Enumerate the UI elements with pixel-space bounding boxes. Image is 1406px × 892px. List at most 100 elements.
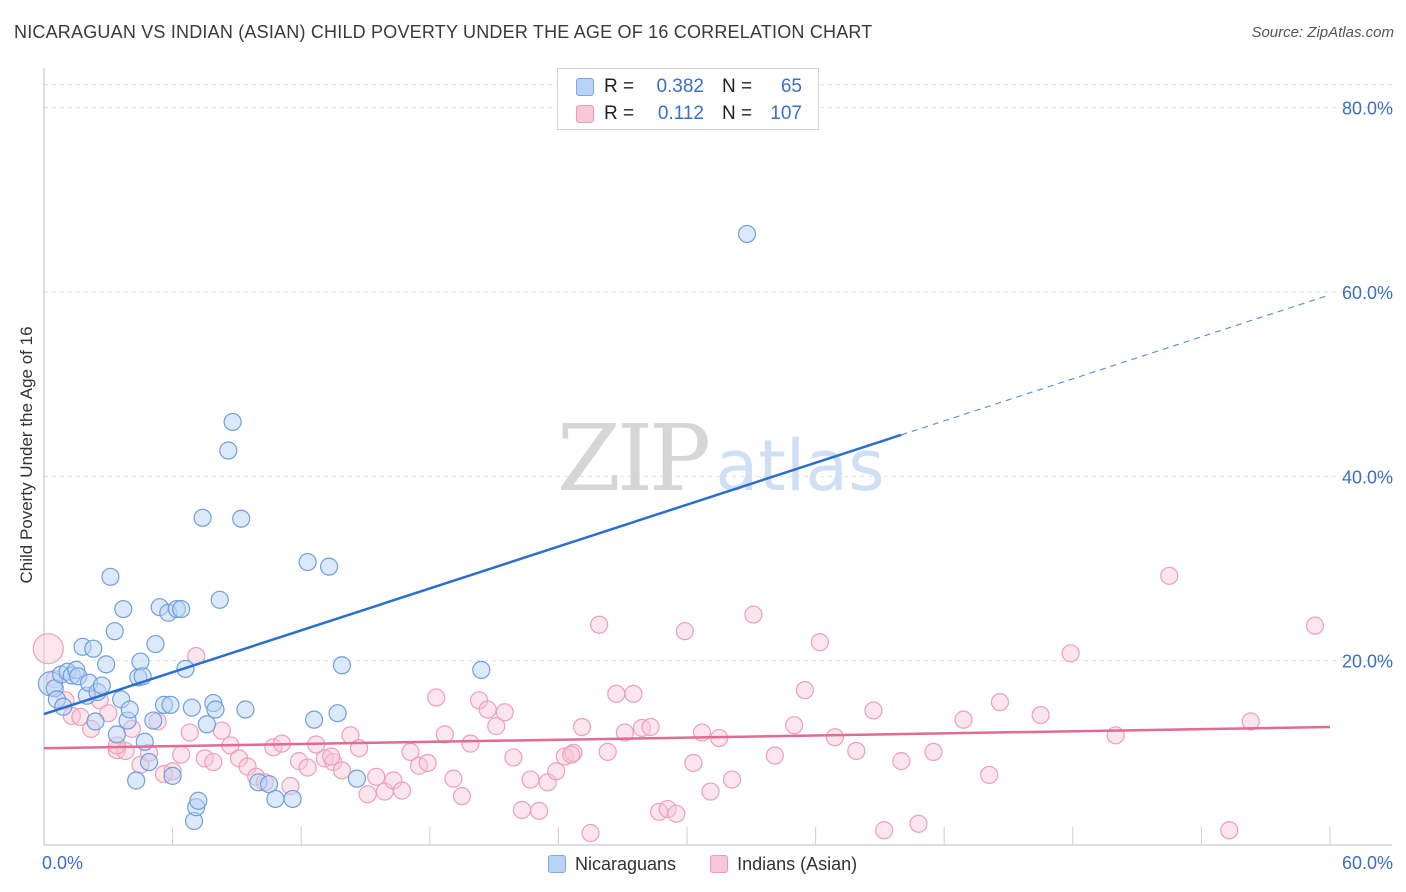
point-indians [99, 704, 118, 723]
x-tick-label: 0.0% [42, 853, 83, 873]
point-indians [204, 752, 223, 772]
point-nicaraguans [219, 441, 238, 460]
point-nicaraguans [139, 752, 159, 772]
point-indians [452, 787, 472, 806]
point-nicaraguans [172, 599, 191, 619]
point-indians [825, 728, 844, 747]
point-indians [358, 785, 377, 804]
point-indians [367, 767, 386, 786]
stats-r-value: 0.112 [657, 103, 704, 124]
series-nicaraguans [37, 224, 757, 831]
stats-n-label: N = [722, 76, 753, 97]
point-nicaraguans [182, 698, 201, 717]
point-indians [418, 753, 437, 773]
point-nicaraguans [319, 557, 339, 576]
point-indians [212, 721, 231, 740]
point-nicaraguans [266, 789, 285, 809]
point-nicaraguans [101, 567, 120, 586]
stats-r-value: 0.382 [656, 76, 704, 97]
point-nicaraguans [206, 700, 225, 719]
point-nicaraguans [127, 771, 146, 790]
point-nicaraguans [232, 509, 251, 528]
point-indians [530, 801, 549, 820]
trend-nicaraguans [43, 433, 902, 716]
point-nicaraguans [347, 769, 367, 788]
point-nicaraguans [114, 599, 133, 619]
point-indians [332, 761, 352, 780]
point-nicaraguans [472, 660, 491, 679]
point-nicaraguans [84, 639, 103, 658]
point-indians [581, 823, 600, 843]
point-indians [298, 758, 317, 777]
point-indians [461, 734, 480, 753]
point-indians [495, 703, 514, 722]
point-indians [701, 782, 720, 801]
point-nicaraguans [107, 725, 126, 744]
point-nicaraguans [332, 656, 352, 675]
stats-swatch-pink [576, 105, 594, 123]
legend: Nicaraguans Indians (Asian) [548, 851, 891, 877]
point-nicaraguans [92, 676, 111, 695]
point-indians [810, 633, 829, 652]
point-indians [572, 717, 592, 737]
point-nicaraguans [304, 710, 324, 729]
point-nicaraguans [97, 655, 116, 674]
axes [43, 68, 1392, 846]
y-tick-label: 20.0% [1342, 652, 1393, 672]
point-indians [392, 781, 412, 800]
point-indians [795, 681, 814, 700]
point-indians [909, 814, 928, 833]
stats-r-label: R = [604, 76, 635, 97]
point-indians [875, 821, 894, 840]
stats-row-indians: R = 0.112 N = 107 [576, 102, 802, 126]
point-indians [1160, 566, 1179, 585]
stats-n-value: 107 [770, 103, 802, 124]
y-tick-label: 40.0% [1342, 467, 1393, 487]
point-indians [504, 748, 523, 767]
legend-swatch-blue [548, 855, 566, 873]
point-nicaraguans [189, 791, 208, 810]
point-indians [667, 804, 686, 823]
x-tick-label: 60.0% [1342, 853, 1393, 873]
legend-item-indians: Indians (Asian) [710, 854, 857, 875]
point-indians [675, 622, 694, 641]
stats-n-value: 65 [780, 76, 802, 97]
watermark-zip: ZIP [557, 405, 708, 512]
point-indians [322, 747, 341, 766]
point-nicaraguans [86, 712, 105, 731]
point-indians [641, 717, 660, 737]
point-nicaraguans [197, 715, 216, 734]
legend-item-nicaraguans: Nicaraguans [548, 854, 676, 875]
point-indians [1305, 616, 1325, 635]
point-indians [847, 741, 866, 761]
watermark: ZIP atlas [557, 405, 885, 512]
y-tick-label: 80.0% [1342, 99, 1393, 119]
point-nicaraguans [144, 711, 163, 730]
point-nicaraguans [146, 634, 165, 654]
point-indians [180, 723, 199, 742]
point-nicaraguans [737, 224, 757, 244]
point-nicaraguans [223, 412, 242, 432]
point-indians [785, 716, 804, 735]
watermark-atlas: atlas [715, 425, 884, 507]
point-indians [615, 723, 634, 742]
point-indians [1241, 712, 1260, 731]
point-nicaraguans [193, 508, 212, 527]
point-indians [512, 800, 532, 820]
chart-title: NICARAGUAN VS INDIAN (ASIAN) CHILD POVER… [14, 22, 873, 42]
point-indians [521, 770, 540, 789]
point-indians [1031, 705, 1050, 725]
point-indians [435, 725, 454, 744]
point-nicaraguans [283, 789, 302, 809]
grid-lines [44, 84, 1392, 662]
point-nicaraguans [105, 622, 124, 641]
point-nicaraguans [298, 552, 317, 572]
point-nicaraguans [210, 590, 229, 609]
legend-swatch-pink [710, 855, 729, 873]
point-indians [744, 605, 763, 624]
series-indians [32, 566, 1325, 843]
point-indians [765, 746, 784, 765]
point-nicaraguans [120, 700, 139, 719]
point-nicaraguans [161, 695, 180, 715]
